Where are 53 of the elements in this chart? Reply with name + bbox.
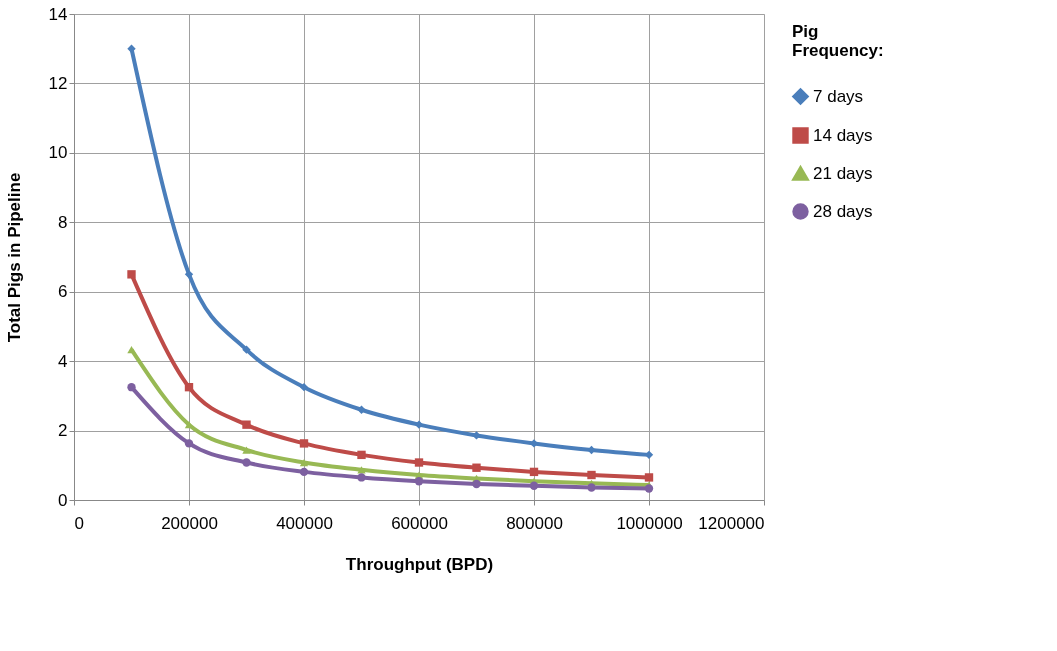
legend-label: 7 days [813,86,864,106]
point [184,383,194,392]
point [644,473,654,482]
point [127,383,136,392]
legend-label: 21 days [813,163,873,183]
point [587,470,596,480]
point [357,405,366,414]
legend-label: 28 days [813,201,873,221]
point [242,420,251,429]
point [414,458,424,467]
legend-label: 14 days [813,125,873,145]
y-tick-label: 10 [48,143,68,163]
point [529,481,539,490]
point [587,483,596,492]
point [299,439,309,448]
y-tick-label: 2 [58,421,68,441]
point [529,467,539,477]
y-tick-label: 8 [58,212,68,232]
x-axis-title: Throughput (BPD) [345,554,494,574]
x-tick-label: 600000 [391,513,448,533]
point [184,439,194,448]
point [299,458,309,467]
point [357,466,366,474]
point [357,450,366,460]
y-tick-label: 14 [48,4,68,24]
point [127,346,136,354]
point [587,445,596,455]
point [472,479,481,489]
point [414,477,424,486]
y-tick-label: 12 [48,73,68,93]
point [644,484,654,493]
point [472,463,481,472]
point [299,383,309,392]
legend-title: Pig Frequency: [792,22,884,60]
y-tick-label: 6 [58,282,68,302]
y-axis-title: Total Pigs in Pipeline [4,172,24,343]
point [299,467,309,477]
point [242,458,251,467]
point [242,446,251,454]
x-tick-label: 200000 [161,513,218,533]
x-tick-label: 1000000 [616,513,683,533]
point [184,270,194,279]
point [127,270,136,279]
x-tick-label: 0 [74,513,84,533]
y-tick-label: 0 [58,490,68,510]
x-tick-label: 400000 [276,513,333,533]
point [127,44,136,53]
y-tick-label: 4 [58,351,68,371]
point [414,420,424,429]
point [357,473,366,482]
x-tick-label: 800000 [506,513,563,533]
x-tick-label: 1200000 [698,513,765,533]
point [242,345,251,354]
